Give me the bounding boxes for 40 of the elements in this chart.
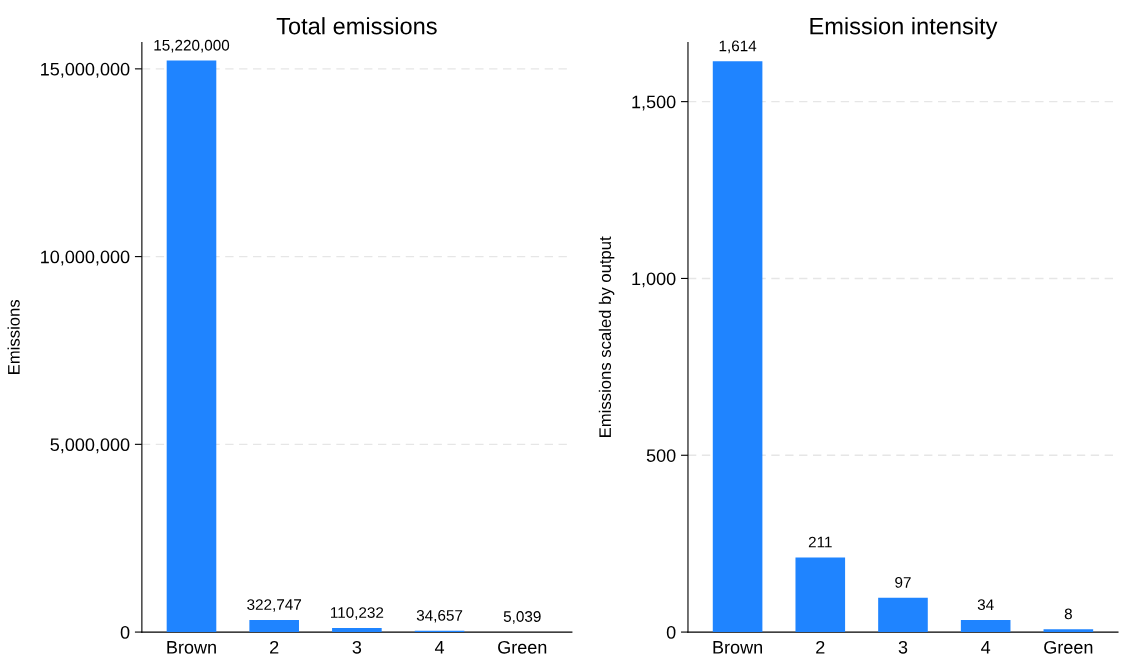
data-label: 322,747	[247, 599, 302, 612]
chart-title: Emission intensity	[810, 17, 998, 40]
y-tick-label: 0	[666, 626, 676, 639]
x-tick-label: Brown	[713, 641, 763, 654]
data-label: 97	[895, 576, 911, 588]
y-axis-title: Emissions	[7, 299, 20, 374]
y-tick-label: 10,000,000	[41, 250, 130, 266]
bar	[1043, 629, 1094, 633]
x-tick-label: 4	[981, 641, 991, 654]
data-label: 211	[808, 536, 832, 548]
y-axis-title: Emissions scaled by output	[598, 236, 615, 437]
data-label: 34	[977, 599, 994, 611]
y-tick-label: 15,000,000	[41, 62, 130, 78]
data-label: 110,232	[330, 607, 384, 620]
x-tick-label: Brown	[167, 641, 216, 654]
x-tick-label: 2	[816, 640, 825, 654]
y-tick-label: 1,000	[632, 272, 676, 288]
bar	[249, 619, 299, 633]
data-label: 15,220,000	[154, 39, 230, 53]
y-tick-label: 1,500	[632, 95, 676, 111]
bar	[712, 61, 763, 633]
bar	[960, 620, 1011, 633]
data-label: 8	[1064, 608, 1072, 620]
bar	[878, 597, 928, 633]
y-tick-label: 0	[120, 626, 130, 639]
x-tick-label: Green	[498, 640, 547, 654]
x-tick-label: 2	[270, 640, 279, 654]
y-tick-label: 5,000,000	[50, 438, 130, 454]
bar	[166, 60, 217, 633]
bar	[795, 557, 846, 633]
x-tick-label: 3	[898, 640, 908, 654]
data-label: 34,657	[416, 609, 463, 623]
x-tick-label: 4	[434, 641, 445, 654]
chart-title: Total emissions	[276, 17, 437, 35]
x-tick-label: Green	[1044, 640, 1093, 654]
y-tick-label: 500	[646, 449, 676, 462]
bar	[332, 627, 382, 633]
data-label: 5,039	[503, 611, 541, 624]
data-label: 1,614	[719, 40, 757, 54]
x-tick-label: 3	[352, 640, 362, 654]
